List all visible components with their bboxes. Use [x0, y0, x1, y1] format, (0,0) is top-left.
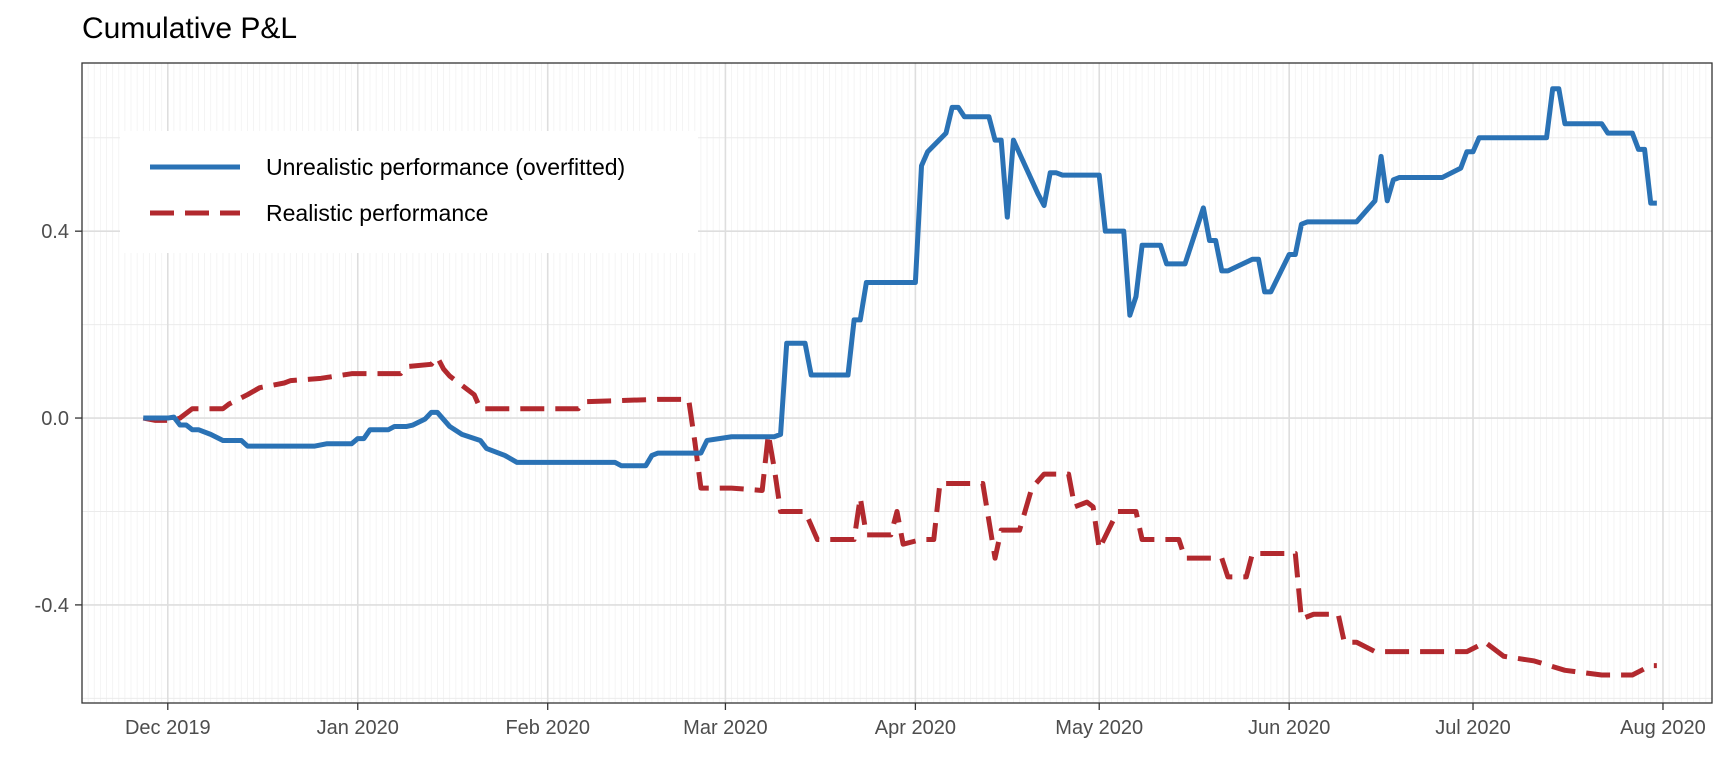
legend: Unrealistic performance (overfitted) Real… [120, 131, 698, 253]
legend-label: Realistic performance [266, 200, 488, 226]
x-tick-label: Jul 2020 [1435, 717, 1511, 739]
legend-label: Unrealistic performance (overfitted) [266, 154, 625, 180]
series-layer [142, 86, 1657, 678]
x-tick-label: Mar 2020 [683, 717, 768, 739]
y-tick-label: 0.4 [41, 221, 69, 243]
series-line [143, 86, 1657, 469]
y-tick-label: 0.0 [41, 408, 69, 430]
x-tick-label: Jan 2020 [317, 717, 399, 739]
major-gridlines [82, 63, 1712, 703]
axes: Dec 2019 Jan 2020 Feb 2020 Mar 2020 Apr 2020… [35, 221, 1706, 739]
x-tick-label: May 2020 [1055, 717, 1143, 739]
minor-gridlines [81, 63, 1713, 703]
chart-title: Cumulative P&L [82, 12, 297, 45]
x-tick-label: Feb 2020 [505, 717, 590, 739]
x-tick-label: Jun 2020 [1248, 717, 1330, 739]
legend-box [120, 131, 698, 253]
x-tick-label: Apr 2020 [875, 717, 956, 739]
x-tick-label: Dec 2019 [125, 717, 211, 739]
x-tick-label: Aug 2020 [1620, 717, 1706, 739]
plot-border [81, 62, 1713, 704]
y-tick-label: -0.4 [35, 595, 69, 617]
series-line [142, 354, 1657, 678]
